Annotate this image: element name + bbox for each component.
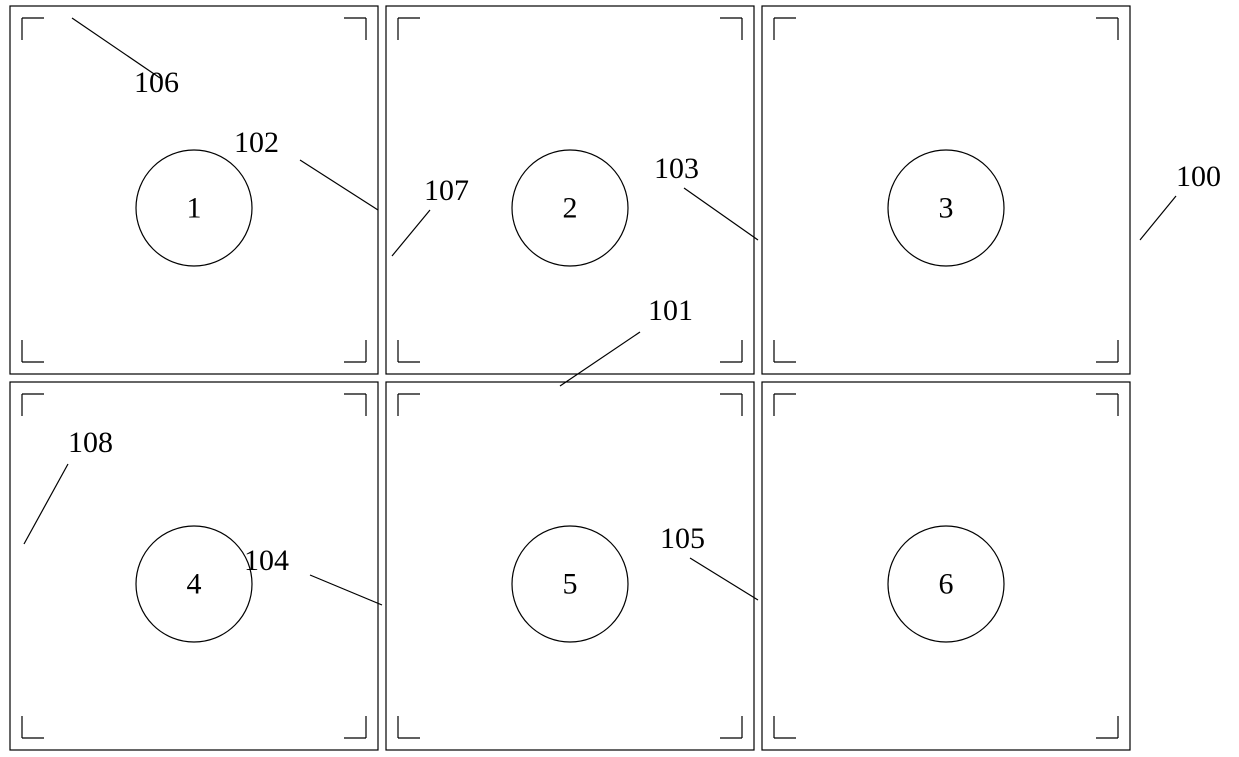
callout-line xyxy=(690,558,758,600)
cell-label: 1 xyxy=(187,192,202,225)
cell-4: 4 xyxy=(10,382,378,750)
callout-102: 102 xyxy=(234,126,378,210)
cell-label: 6 xyxy=(939,568,954,601)
callout-line xyxy=(560,332,640,386)
cell-6: 6 xyxy=(762,382,1130,750)
cell-label: 5 xyxy=(563,568,578,601)
diagram-canvas: 1 2 3 4 5 6 106 102 107 103 100 101 108 104 105 xyxy=(0,0,1239,757)
callout-106: 106 xyxy=(72,18,179,99)
cell-5: 5 xyxy=(386,382,754,750)
cell-box xyxy=(10,382,378,750)
callout-label: 100 xyxy=(1176,160,1221,193)
callout-label: 102 xyxy=(234,126,279,159)
callout-104: 104 xyxy=(244,544,382,605)
callout-label: 103 xyxy=(654,152,699,185)
cell-label: 4 xyxy=(187,568,202,601)
callout-108: 108 xyxy=(24,426,113,544)
cell-label: 3 xyxy=(939,192,954,225)
cell-box xyxy=(762,382,1130,750)
cell-box xyxy=(762,6,1130,374)
cell-3: 3 xyxy=(762,6,1130,374)
callout-line xyxy=(1140,196,1176,240)
callout-label: 101 xyxy=(648,294,693,327)
callout-105: 105 xyxy=(660,522,758,600)
callout-line xyxy=(392,210,430,256)
callout-103: 103 xyxy=(654,152,758,240)
corner-marks xyxy=(398,394,742,738)
cell-label: 2 xyxy=(563,192,578,225)
callout-label: 105 xyxy=(660,522,705,555)
cell-box xyxy=(386,382,754,750)
callout-line xyxy=(684,188,758,240)
cell-box xyxy=(10,6,378,374)
corner-marks xyxy=(774,394,1118,738)
callout-line xyxy=(310,575,382,605)
callout-label: 108 xyxy=(68,426,113,459)
callout-line xyxy=(24,464,68,544)
cell-1: 1 xyxy=(10,6,378,374)
callout-label: 107 xyxy=(424,174,469,207)
callout-line xyxy=(300,160,378,210)
callout-label: 106 xyxy=(134,66,179,99)
callout-101: 101 xyxy=(560,294,693,386)
callout-label: 104 xyxy=(244,544,289,577)
callout-107: 107 xyxy=(392,174,469,256)
corner-marks xyxy=(22,18,366,362)
corner-marks xyxy=(774,18,1118,362)
callout-100: 100 xyxy=(1140,160,1221,240)
